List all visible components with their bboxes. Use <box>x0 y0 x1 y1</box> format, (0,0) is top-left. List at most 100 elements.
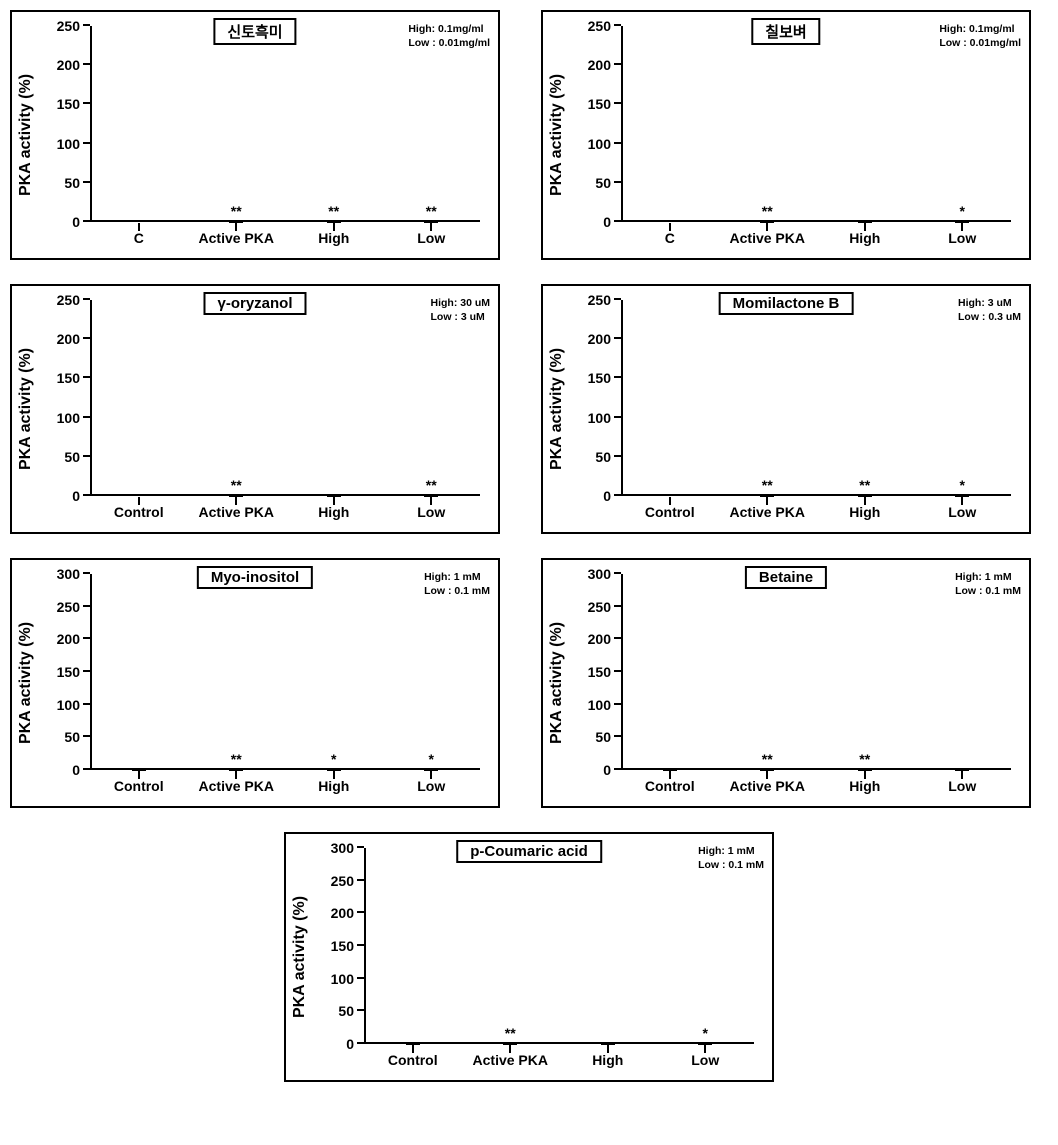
x-tick-label: Active PKA <box>719 778 817 794</box>
plot-area: 050100150200250***CActive PKAHighLow <box>621 26 1011 222</box>
y-tick-label: 250 <box>57 599 90 615</box>
x-tick-label: Low <box>383 230 481 246</box>
significance-marker: * <box>429 751 434 767</box>
x-tick-label: Control <box>90 778 188 794</box>
chart-panel: γ-oryzanolHigh: 30 uMLow : 3 uMPKA activ… <box>10 284 500 534</box>
x-tick-label: Control <box>90 504 188 520</box>
chart-panel: 칠보벼 High: 0.1mg/mlLow : 0.01mg/ml PKA acti… <box>541 10 1031 260</box>
y-tick-label: 0 <box>603 762 621 778</box>
chart-panel: Momilactone BHigh: 3 uMLow : 0.3 uMPKA a… <box>541 284 1031 534</box>
y-tick-label: 250 <box>331 873 364 889</box>
y-tick-label: 50 <box>64 449 90 465</box>
y-tick-label: 200 <box>588 331 621 347</box>
plot-area: 050100150200250******CActive PKAHighLow <box>90 26 480 222</box>
y-tick-label: 100 <box>588 410 621 426</box>
bars-container: **** <box>90 300 480 496</box>
dose-annotation: High: 1 mMLow : 0.1 mM <box>424 570 490 598</box>
bars-container: ***** <box>621 300 1011 496</box>
x-labels: ControlActive PKAHighLow <box>90 496 480 520</box>
x-tick-label: Control <box>621 778 719 794</box>
significance-marker: ** <box>328 203 339 219</box>
y-tick-label: 0 <box>72 214 90 230</box>
chart-title: γ-oryzanol <box>203 292 306 315</box>
chart-panel: BetaineHigh: 1 mMLow : 0.1 mMPKA activit… <box>541 558 1031 808</box>
x-tick-label: Active PKA <box>719 504 817 520</box>
bars-container: *** <box>621 26 1011 222</box>
significance-marker: ** <box>231 477 242 493</box>
x-tick-label: Active PKA <box>462 1052 560 1068</box>
x-tick-label: Low <box>383 504 481 520</box>
y-tick-label: 150 <box>57 664 90 680</box>
x-labels: CActive PKAHighLow <box>621 222 1011 246</box>
y-axis-label: PKA activity (%) <box>17 622 35 744</box>
y-axis-label: PKA activity (%) <box>548 622 566 744</box>
x-tick-label: Active PKA <box>188 778 286 794</box>
x-tick-label: Active PKA <box>188 504 286 520</box>
x-labels: CActive PKAHighLow <box>90 222 480 246</box>
y-tick-label: 200 <box>588 57 621 73</box>
significance-marker: ** <box>231 203 242 219</box>
x-tick-label: High <box>285 504 383 520</box>
chart-title: p-Coumaric acid <box>456 840 602 863</box>
bars-container: **** <box>90 574 480 770</box>
dose-annotation: High: 0.1mg/mlLow : 0.01mg/ml <box>939 22 1021 50</box>
y-tick-label: 300 <box>588 566 621 582</box>
y-tick-label: 50 <box>64 729 90 745</box>
x-labels: ControlActive PKAHighLow <box>90 770 480 794</box>
y-axis-label: PKA activity (%) <box>291 896 309 1018</box>
dose-annotation: High: 1 mMLow : 0.1 mM <box>955 570 1021 598</box>
last-row-wrapper: p-Coumaric acidHigh: 1 mMLow : 0.1 mMPKA… <box>10 832 1048 1082</box>
chart-title: 신토흑미 <box>213 18 296 45</box>
y-tick-label: 300 <box>57 566 90 582</box>
x-labels: ControlActive PKAHighLow <box>364 1044 754 1068</box>
x-tick-label: Low <box>914 778 1012 794</box>
x-tick-label: C <box>621 230 719 246</box>
y-tick-label: 0 <box>603 488 621 504</box>
y-tick-label: 150 <box>588 370 621 386</box>
significance-marker: ** <box>859 477 870 493</box>
significance-marker: ** <box>505 1025 516 1041</box>
plot-area: 050100150200250300****ControlActive PKAH… <box>621 574 1011 770</box>
y-tick-label: 0 <box>72 762 90 778</box>
y-tick-label: 100 <box>57 136 90 152</box>
y-tick-label: 100 <box>57 410 90 426</box>
y-tick-label: 50 <box>595 449 621 465</box>
y-tick-label: 50 <box>595 175 621 191</box>
dose-annotation: High: 3 uMLow : 0.3 uM <box>958 296 1021 324</box>
significance-marker: ** <box>762 477 773 493</box>
y-tick-label: 0 <box>72 488 90 504</box>
y-tick-label: 50 <box>64 175 90 191</box>
y-tick-label: 0 <box>603 214 621 230</box>
dose-annotation: High: 0.1mg/mlLow : 0.01mg/ml <box>408 22 490 50</box>
y-tick-label: 150 <box>57 370 90 386</box>
x-tick-label: Low <box>914 230 1012 246</box>
x-tick-label: High <box>285 230 383 246</box>
y-axis-label: PKA activity (%) <box>548 74 566 196</box>
y-tick-label: 200 <box>588 631 621 647</box>
y-axis-label: PKA activity (%) <box>17 74 35 196</box>
x-tick-label: Control <box>364 1052 462 1068</box>
y-tick-label: 250 <box>57 292 90 308</box>
significance-marker: ** <box>859 751 870 767</box>
y-axis-label: PKA activity (%) <box>17 348 35 470</box>
x-tick-label: High <box>559 1052 657 1068</box>
y-tick-label: 250 <box>57 18 90 34</box>
significance-marker: ** <box>762 203 773 219</box>
chart-panel: 신토흑미 High: 0.1mg/mlLow : 0.01mg/ml PKA act… <box>10 10 500 260</box>
y-tick-label: 250 <box>588 18 621 34</box>
bars-container: *** <box>364 848 754 1044</box>
x-tick-label: Low <box>657 1052 755 1068</box>
significance-marker: * <box>960 477 965 493</box>
chart-title: 칠보벼 <box>751 18 820 45</box>
y-tick-label: 250 <box>588 599 621 615</box>
chart-panel: Myo-inositolHigh: 1 mMLow : 0.1 mMPKA ac… <box>10 558 500 808</box>
y-tick-label: 200 <box>57 331 90 347</box>
y-tick-label: 150 <box>588 96 621 112</box>
bars-container: **** <box>621 574 1011 770</box>
y-tick-label: 200 <box>57 57 90 73</box>
significance-marker: * <box>703 1025 708 1041</box>
chart-grid: 신토흑미 High: 0.1mg/mlLow : 0.01mg/ml PKA act… <box>10 10 1048 1082</box>
y-tick-label: 150 <box>57 96 90 112</box>
significance-marker: ** <box>426 203 437 219</box>
significance-marker: ** <box>231 751 242 767</box>
